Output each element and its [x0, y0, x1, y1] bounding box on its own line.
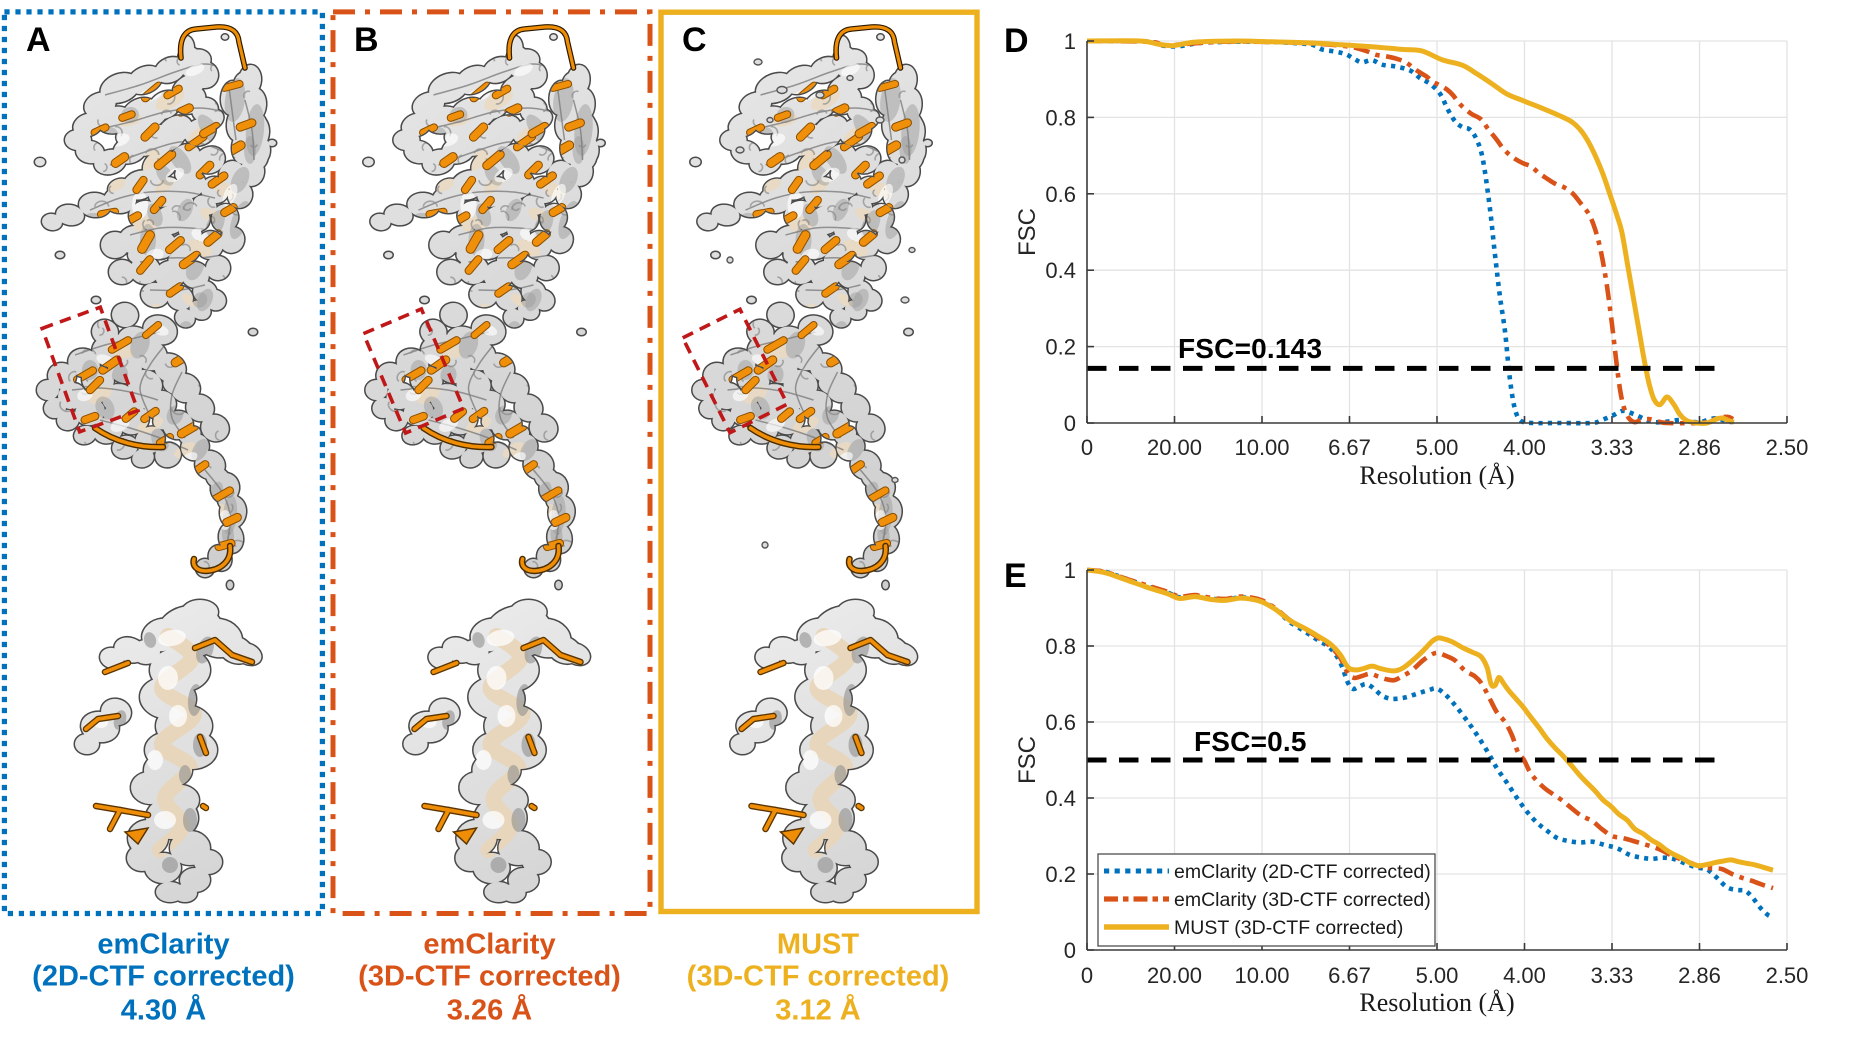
svg-text:MUST: MUST: [777, 929, 859, 961]
svg-text:emClarity: emClarity: [97, 929, 229, 961]
svg-text:emClarity (3D-CTF corrected): emClarity (3D-CTF corrected): [1174, 889, 1431, 911]
svg-text:MUST (3D-CTF corrected): MUST (3D-CTF corrected): [1174, 917, 1403, 939]
svg-text:(2D-CTF corrected): (2D-CTF corrected): [32, 961, 295, 993]
svg-text:FSC: FSC: [1014, 736, 1041, 784]
svg-text:0.2: 0.2: [1045, 335, 1076, 360]
svg-text:Resolution (Å): Resolution (Å): [1359, 988, 1514, 1017]
svg-text:0.4: 0.4: [1045, 258, 1076, 283]
svg-text:0.8: 0.8: [1045, 105, 1076, 130]
svg-text:20.00: 20.00: [1147, 963, 1202, 988]
svg-text:1: 1: [1064, 558, 1076, 583]
svg-text:B: B: [354, 21, 379, 59]
svg-text:E: E: [1004, 557, 1027, 595]
svg-text:10.00: 10.00: [1234, 963, 1289, 988]
svg-text:6.67: 6.67: [1328, 435, 1371, 460]
svg-text:3.12 Å: 3.12 Å: [775, 994, 860, 1027]
svg-text:2.50: 2.50: [1766, 963, 1809, 988]
svg-text:2.50: 2.50: [1766, 435, 1809, 460]
svg-text:emClarity: emClarity: [423, 929, 555, 961]
svg-text:6.67: 6.67: [1328, 963, 1371, 988]
svg-text:FSC=0.143: FSC=0.143: [1178, 333, 1322, 364]
svg-text:0.4: 0.4: [1045, 786, 1076, 811]
svg-text:4.00: 4.00: [1503, 963, 1546, 988]
svg-text:5.00: 5.00: [1416, 963, 1459, 988]
svg-text:2.86: 2.86: [1678, 963, 1721, 988]
svg-text:0: 0: [1081, 963, 1093, 988]
svg-text:Resolution (Å): Resolution (Å): [1359, 461, 1514, 490]
svg-text:C: C: [682, 21, 707, 59]
svg-text:(3D-CTF corrected): (3D-CTF corrected): [358, 961, 621, 993]
svg-text:3.33: 3.33: [1591, 963, 1634, 988]
svg-text:3.33: 3.33: [1591, 435, 1634, 460]
svg-text:FSC=0.5: FSC=0.5: [1194, 726, 1307, 757]
svg-text:4.30 Å: 4.30 Å: [121, 994, 206, 1027]
svg-text:3.26 Å: 3.26 Å: [447, 994, 532, 1027]
svg-text:0.6: 0.6: [1045, 710, 1076, 735]
svg-text:emClarity (2D-CTF corrected): emClarity (2D-CTF corrected): [1174, 861, 1431, 883]
svg-text:5.00: 5.00: [1416, 435, 1459, 460]
svg-text:4.00: 4.00: [1503, 435, 1546, 460]
svg-text:(3D-CTF corrected): (3D-CTF corrected): [687, 961, 950, 993]
svg-text:10.00: 10.00: [1234, 435, 1289, 460]
svg-text:0.6: 0.6: [1045, 182, 1076, 207]
svg-text:20.00: 20.00: [1147, 435, 1202, 460]
svg-text:0.2: 0.2: [1045, 862, 1076, 887]
svg-text:A: A: [26, 21, 51, 59]
svg-text:FSC: FSC: [1014, 208, 1041, 256]
svg-text:0: 0: [1064, 411, 1076, 436]
svg-text:2.86: 2.86: [1678, 435, 1721, 460]
svg-text:0: 0: [1064, 938, 1076, 963]
svg-text:0: 0: [1081, 435, 1093, 460]
svg-text:1: 1: [1064, 29, 1076, 54]
svg-text:0.8: 0.8: [1045, 634, 1076, 659]
svg-text:D: D: [1004, 22, 1029, 60]
